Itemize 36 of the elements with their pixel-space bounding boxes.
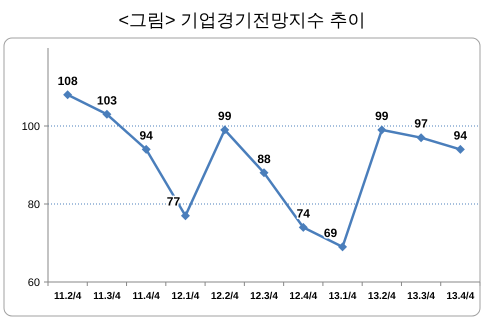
data-label: 99 [218, 108, 232, 123]
data-label: 108 [58, 74, 78, 88]
x-tick-label: 12.1/4 [172, 291, 200, 302]
data-label: 88 [257, 152, 271, 166]
data-label: 103 [96, 93, 118, 108]
x-tick-label: 11.3/4 [93, 291, 121, 302]
point [416, 133, 426, 142]
x-tick-label: 13.3/4 [407, 291, 436, 302]
x-tick-label: 11.4/4 [132, 291, 160, 302]
y-tick-label: 80 [28, 199, 40, 211]
data-label: 94 [140, 128, 154, 142]
point [456, 144, 465, 154]
point [260, 168, 268, 178]
y-tick-label: 100 [22, 121, 40, 133]
chart-title: <그림> 기업경기전망지수 추이 [118, 10, 366, 30]
point [142, 144, 151, 154]
x-tick-label: 13.1/4 [328, 291, 357, 302]
x-tick-label: 13.2/4 [368, 291, 396, 302]
point [180, 211, 190, 220]
x-tick-label: 11.2/4 [54, 291, 82, 302]
point [102, 110, 112, 119]
x-tick-label: 12.4/4 [289, 291, 318, 302]
data-label: 74 [296, 206, 310, 220]
point [377, 125, 386, 134]
data-label: 69 [324, 226, 338, 240]
x-tick-label: 13.4/4 [446, 291, 475, 302]
x-tick-label: 12.3/4 [250, 291, 278, 302]
y-tick-label: 60 [28, 277, 40, 289]
data-label: 94 [454, 128, 468, 142]
point [298, 222, 308, 232]
data-label: 99 [375, 108, 389, 123]
point [63, 90, 72, 100]
point [338, 242, 348, 252]
point [220, 125, 230, 134]
x-tick-label: 12.2/4 [210, 291, 240, 302]
data-label: 97 [414, 116, 428, 131]
